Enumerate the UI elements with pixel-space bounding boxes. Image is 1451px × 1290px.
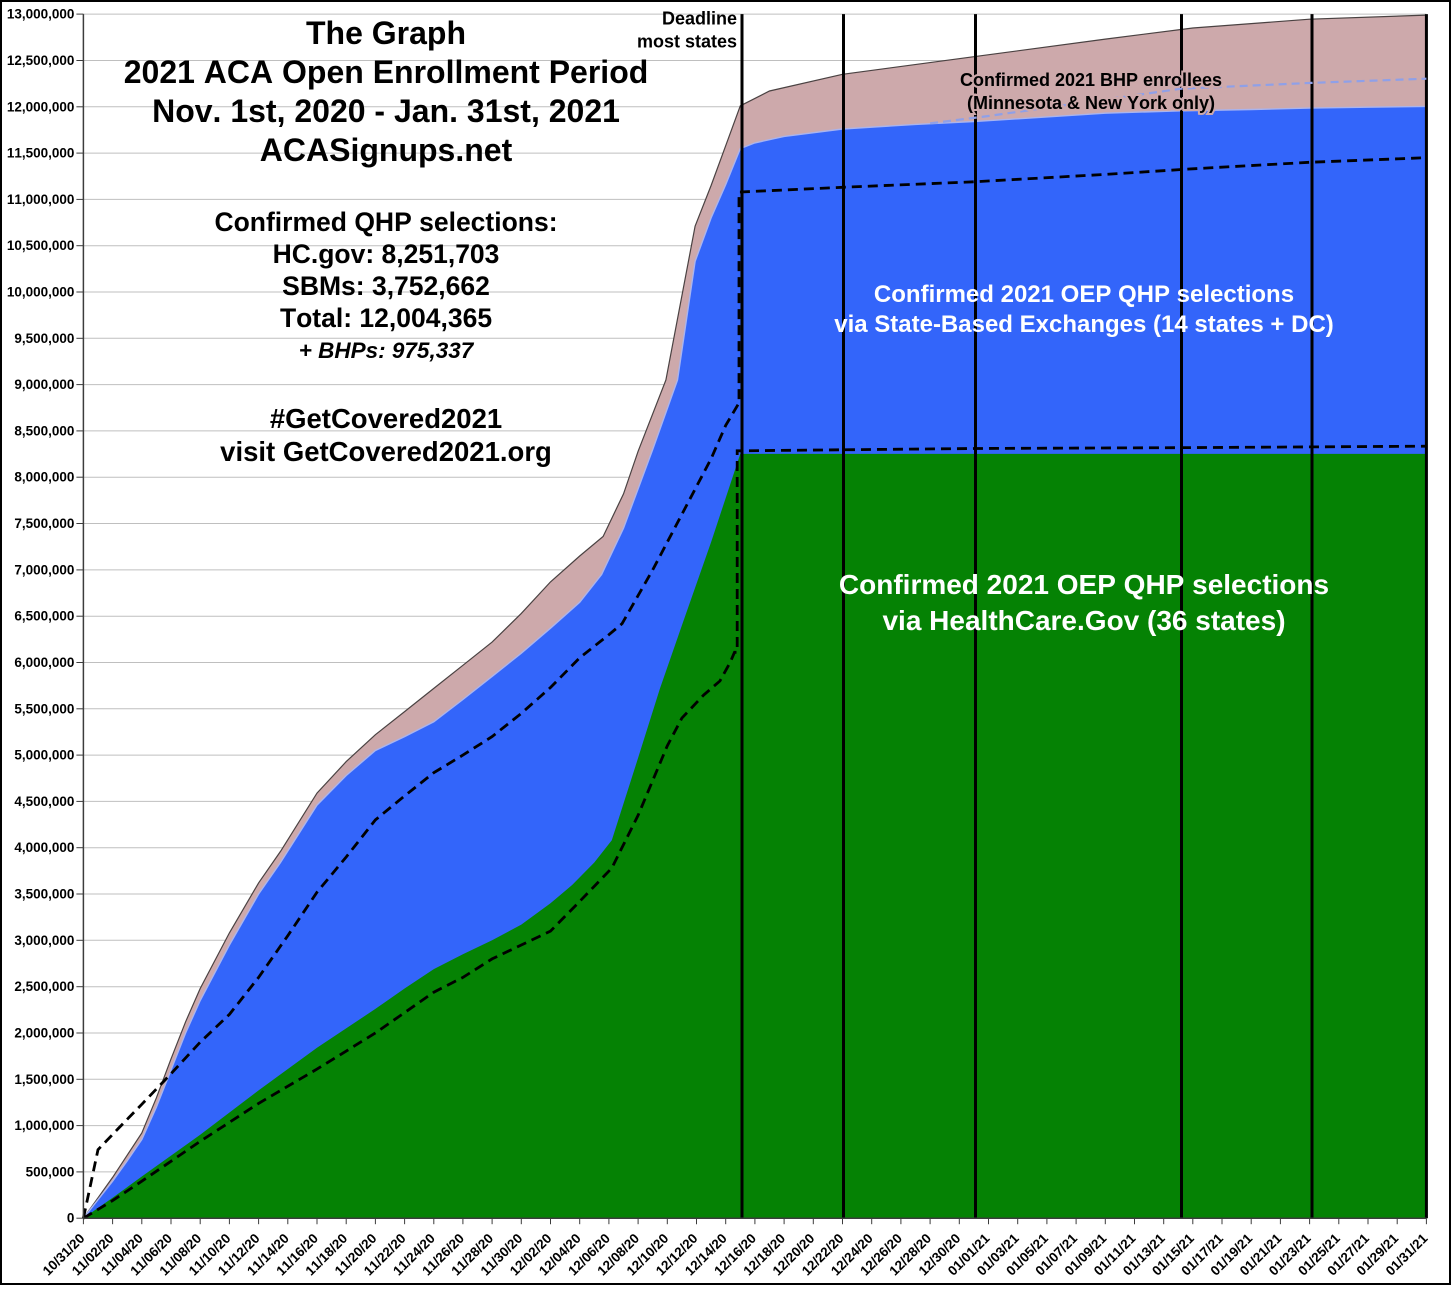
svg-text:Confirmed 2021 OEP QHP selecti: Confirmed 2021 OEP QHP selections — [839, 569, 1329, 600]
svg-text:HC.gov: 8,251,703: HC.gov: 8,251,703 — [273, 239, 500, 269]
svg-text:10,500,000: 10,500,000 — [7, 238, 75, 253]
svg-text:Nov. 1st, 2020 - Jan. 31st, 20: Nov. 1st, 2020 - Jan. 31st, 2021 — [152, 93, 620, 129]
svg-text:7,000,000: 7,000,000 — [14, 562, 74, 577]
svg-text:5,000,000: 5,000,000 — [14, 748, 74, 763]
svg-text:(Minnesota & New York only): (Minnesota & New York only) — [967, 93, 1215, 113]
svg-text:4,500,000: 4,500,000 — [14, 794, 74, 809]
svg-text:2021 ACA Open Enrollment Perio: 2021 ACA Open Enrollment Period — [124, 54, 649, 90]
svg-text:1,500,000: 1,500,000 — [14, 1072, 74, 1087]
svg-text:Deadline: Deadline — [662, 9, 737, 29]
svg-text:Total: 12,004,365: Total: 12,004,365 — [280, 303, 492, 333]
svg-text:most states: most states — [637, 32, 737, 52]
svg-text:0: 0 — [67, 1211, 75, 1226]
svg-text:Confirmed 2021 OEP QHP selecti: Confirmed 2021 OEP QHP selections — [874, 281, 1294, 308]
svg-text:9,000,000: 9,000,000 — [14, 377, 74, 392]
svg-text:3,000,000: 3,000,000 — [14, 933, 74, 948]
svg-text:2,500,000: 2,500,000 — [14, 979, 74, 994]
svg-text:6,000,000: 6,000,000 — [14, 655, 74, 670]
svg-text:12,000,000: 12,000,000 — [7, 99, 75, 114]
svg-text:ACASignups.net: ACASignups.net — [260, 132, 513, 168]
svg-text:12,500,000: 12,500,000 — [7, 53, 75, 68]
svg-text:7,500,000: 7,500,000 — [14, 516, 74, 531]
svg-text:10,000,000: 10,000,000 — [7, 285, 75, 300]
svg-text:9,500,000: 9,500,000 — [14, 331, 74, 346]
svg-text:+ BHPs: 975,337: + BHPs: 975,337 — [299, 338, 475, 363]
svg-text:11,000,000: 11,000,000 — [7, 192, 75, 207]
svg-text:Confirmed 2021 BHP enrollees: Confirmed 2021 BHP enrollees — [960, 70, 1222, 90]
svg-text:13,000,000: 13,000,000 — [7, 7, 75, 22]
svg-text:4,000,000: 4,000,000 — [14, 840, 74, 855]
svg-text:via State-Based Exchanges (14: via State-Based Exchanges (14 states + D… — [834, 311, 1334, 338]
svg-text:Confirmed QHP selections:: Confirmed QHP selections: — [214, 207, 557, 237]
svg-text:visit GetCovered2021.org: visit GetCovered2021.org — [220, 436, 552, 467]
svg-text:500,000: 500,000 — [26, 1164, 75, 1179]
svg-text:#GetCovered2021: #GetCovered2021 — [270, 403, 502, 434]
svg-text:1,000,000: 1,000,000 — [14, 1118, 74, 1133]
svg-text:3,500,000: 3,500,000 — [14, 887, 74, 902]
svg-text:11,500,000: 11,500,000 — [7, 146, 75, 161]
svg-text:6,500,000: 6,500,000 — [14, 609, 74, 624]
svg-text:8,000,000: 8,000,000 — [14, 470, 74, 485]
svg-text:The Graph: The Graph — [306, 15, 466, 51]
svg-text:via HealthCare.Gov (36 states): via HealthCare.Gov (36 states) — [882, 605, 1285, 636]
svg-text:8,500,000: 8,500,000 — [14, 423, 74, 438]
svg-text:5,500,000: 5,500,000 — [14, 701, 74, 716]
svg-text:SBMs: 3,752,662: SBMs: 3,752,662 — [282, 271, 490, 301]
svg-text:2,000,000: 2,000,000 — [14, 1026, 74, 1041]
